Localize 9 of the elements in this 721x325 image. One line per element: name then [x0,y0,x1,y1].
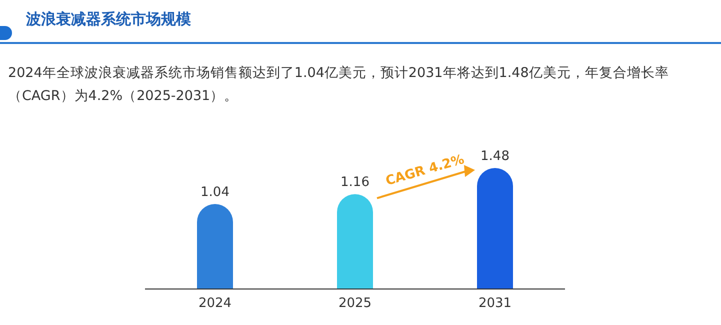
data-label: 1.48 [480,149,510,164]
x-tick-label: 2025 [338,296,372,311]
chart-subtitle: 2024年全球波浪衰减器系统市场销售额达到了1.04亿美元，预计2031年将达到1.48亿美元，年复合增长率（CAGR）为4.2%（2025-2031）。 [8,64,670,106]
x-tick-label: 2031 [478,296,512,311]
chart-title: 波浪衰减器系统市场规模 [26,10,191,29]
x-tick-label: 2024 [198,296,232,311]
data-label: 1.04 [200,184,230,200]
data-label: 1.16 [340,175,370,190]
annotation: CAGR 4.2% [384,152,466,190]
